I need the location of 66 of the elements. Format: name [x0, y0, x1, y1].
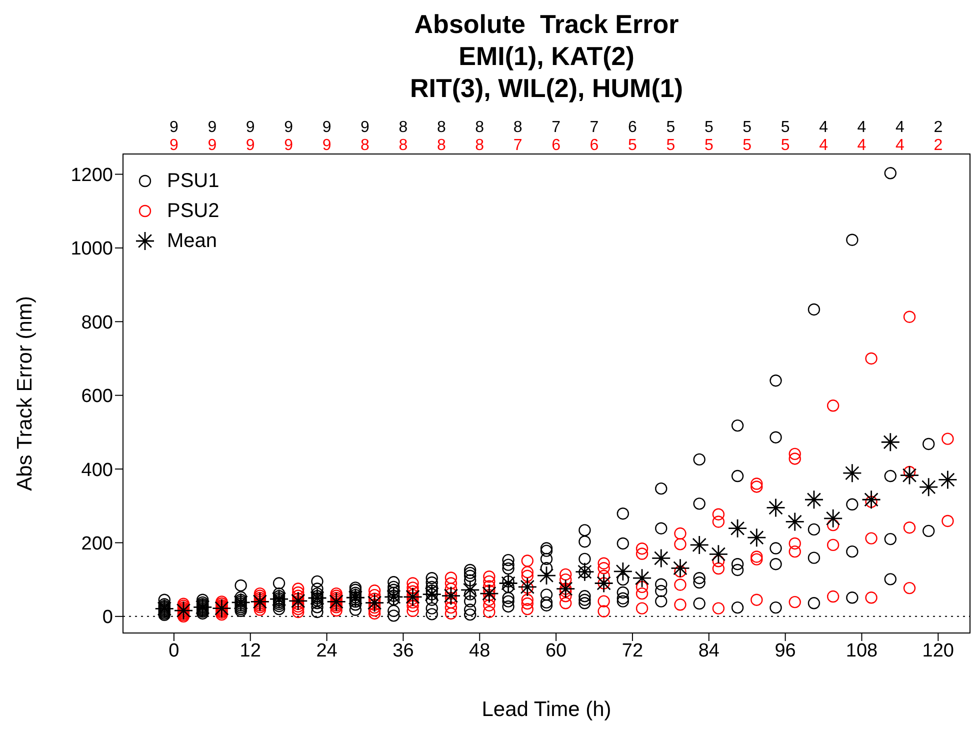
x-tick-label: 12	[240, 640, 261, 662]
y-tick-label: 0	[102, 607, 113, 628]
text: 9	[208, 119, 217, 136]
x-tick-label: 84	[698, 640, 720, 662]
text: 8	[513, 119, 522, 136]
text: 5	[780, 137, 790, 154]
text: 9	[284, 137, 294, 154]
text: 5	[666, 137, 676, 154]
x-tick-label: 60	[545, 640, 567, 662]
text: 6	[590, 137, 599, 154]
x-tick-label: 72	[622, 640, 644, 662]
y-tick-label: 1000	[70, 238, 113, 260]
text: 7	[590, 119, 599, 136]
text: 4	[857, 137, 866, 154]
text: 4	[857, 119, 866, 136]
x-tick-label: 108	[846, 640, 878, 662]
text: 7	[513, 137, 522, 154]
text: 2	[934, 119, 943, 136]
legend-label: Mean	[167, 229, 218, 254]
text: 6	[552, 137, 561, 154]
text: 9	[208, 137, 217, 154]
text: 8	[436, 119, 446, 136]
x-axis-title: Lead Time (h)	[482, 698, 612, 721]
y-tick-label: 800	[81, 312, 113, 334]
text: 5	[666, 119, 676, 136]
text: 9	[246, 137, 255, 154]
text: 9	[284, 119, 294, 136]
text: 8	[475, 119, 484, 136]
y-tick-label: 600	[81, 386, 113, 408]
legend-label: PSU1	[167, 169, 220, 194]
text: 8	[475, 137, 484, 154]
y-axis-title: Abs Track Error (nm)	[13, 296, 36, 491]
text: 5	[742, 119, 752, 136]
text: 9	[169, 137, 178, 154]
y-tick-label: 400	[81, 460, 113, 481]
text: 7	[552, 119, 561, 136]
text: 9	[169, 119, 178, 136]
text: 9	[322, 119, 332, 136]
text: 5	[704, 137, 714, 154]
text: 5	[780, 119, 790, 136]
x-tick-label: 24	[316, 640, 338, 662]
text: 4	[819, 137, 828, 154]
chart-title: Absolute Track Error EMI(1), KAT(2) RIT(3), WIL(2), HUM(1)	[409, 8, 684, 104]
x-tick-label: 120	[922, 640, 954, 662]
text: 2	[934, 137, 943, 154]
text: 8	[398, 137, 408, 154]
text: 8	[436, 137, 446, 154]
text: 5	[742, 137, 752, 154]
text: 4	[819, 119, 828, 136]
text: 5	[628, 137, 638, 154]
x-tick-label: 96	[774, 640, 796, 662]
text: 9	[322, 137, 332, 154]
text: 9	[246, 119, 255, 136]
y-tick-label: 200	[81, 533, 113, 554]
text: 6	[628, 119, 638, 136]
text: 4	[895, 137, 904, 154]
x-tick-label: 48	[469, 640, 490, 662]
legend-label: PSU2	[167, 199, 220, 224]
text: 5	[704, 119, 714, 136]
text: 9	[360, 119, 370, 136]
text: 8	[360, 137, 370, 154]
text: 4	[895, 119, 904, 136]
x-tick-label: 36	[392, 640, 414, 662]
x-tick-label: 0	[168, 640, 180, 662]
y-tick-label: 1200	[70, 165, 113, 186]
text: 8	[398, 119, 408, 136]
